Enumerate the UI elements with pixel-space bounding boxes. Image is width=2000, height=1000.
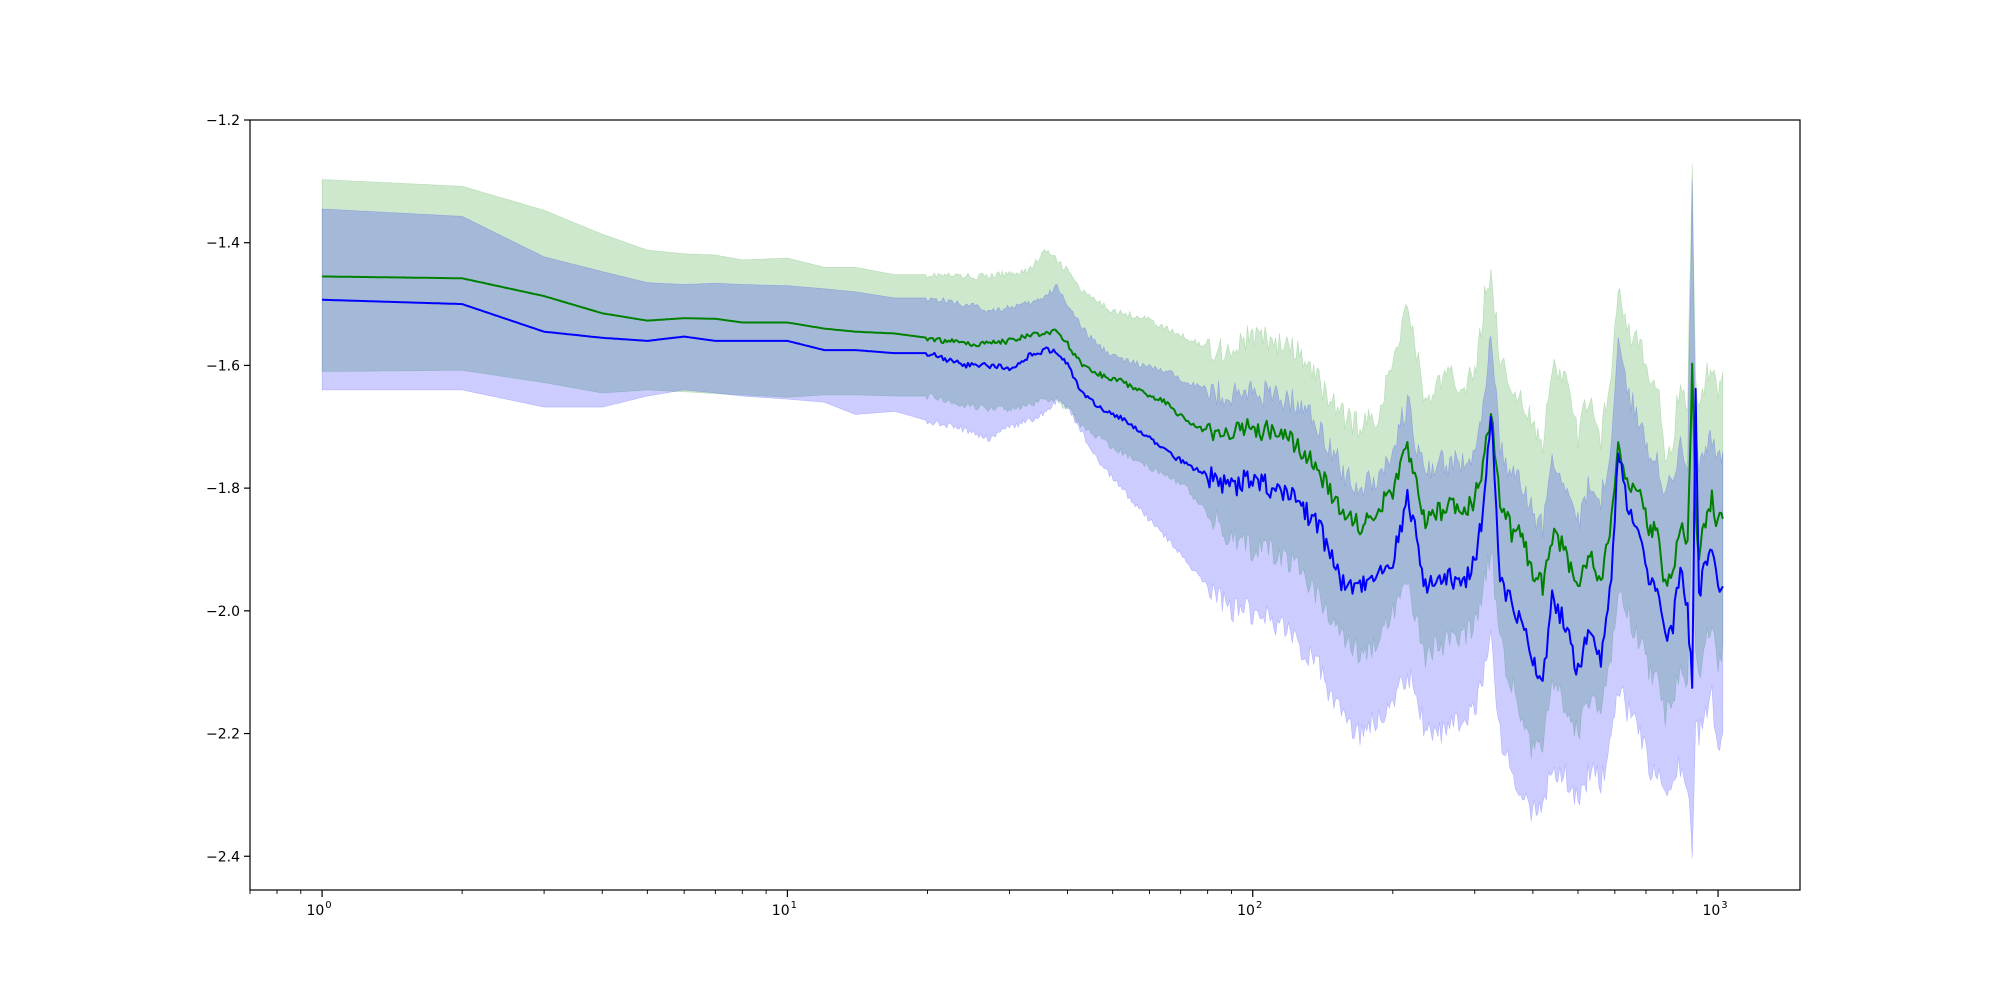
y-tick-label: −2.4 — [206, 849, 240, 865]
y-tick-label: −2.2 — [206, 727, 240, 743]
plot-frame — [249, 119, 1801, 891]
x-tick-label: 102 — [1237, 900, 1262, 919]
y-tick-label: −1.2 — [206, 113, 240, 129]
band-series-1 — [321, 163, 1724, 759]
line-series-2 — [322, 298, 1724, 689]
y-tick-label: −1.6 — [206, 358, 240, 374]
y-tick-label: −1.4 — [206, 236, 240, 252]
band-series-2 — [321, 179, 1724, 859]
y-axis: −1.2 −1.4 −1.6 −1.8 −2.0 −2.2 −2.4 — [206, 113, 250, 865]
x-tick-exponent: 1 — [791, 900, 797, 911]
x-axis: 100 101 102 103 — [249, 890, 1728, 919]
x-tick-label: 100 — [306, 900, 331, 919]
y-tick-label: −1.8 — [206, 481, 240, 497]
confidence-bands — [321, 163, 1724, 859]
x-tick-label: 103 — [1702, 900, 1727, 919]
x-tick-label: 101 — [772, 900, 797, 919]
x-tick-exponent: 3 — [1721, 900, 1727, 911]
series-lines — [322, 275, 1724, 689]
x-tick-exponent: 0 — [325, 900, 331, 911]
y-tick-label: −2.0 — [206, 604, 240, 620]
x-tick-exponent: 2 — [1256, 900, 1262, 911]
